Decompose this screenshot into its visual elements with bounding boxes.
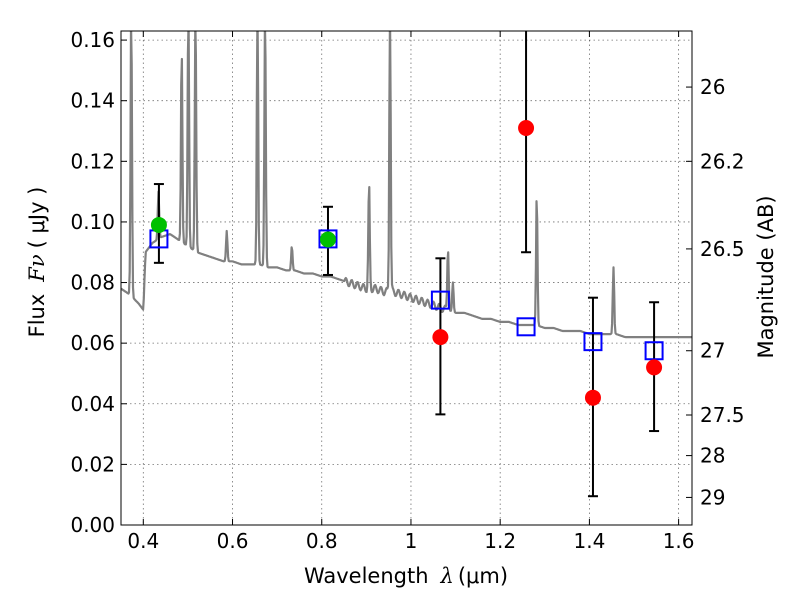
y-tick-label: 0.00 — [70, 513, 115, 537]
x-tick-label: 1.2 — [484, 529, 516, 553]
detection-point — [646, 359, 663, 376]
y-tick-label: 0.10 — [70, 210, 115, 234]
y-tick-label: 0.14 — [70, 89, 115, 113]
detection-point — [584, 389, 601, 406]
right-tick-label: 26.5 — [700, 237, 745, 261]
right-tick-label: 26 — [700, 75, 725, 99]
x-tick-label: 0.6 — [217, 529, 249, 553]
right-tick-label: 27 — [700, 339, 725, 363]
right-tick-label: 26.2 — [700, 149, 745, 173]
model-photometry-square — [583, 332, 603, 352]
detection-point — [518, 119, 535, 136]
axes: 0.4 0.6 0.8 1 1.2 1.4 1.6 0.00 0.02 0.04 0.06 0.08 0… — [70, 28, 744, 553]
right-tick-label: 29 — [700, 485, 725, 509]
y-tick-label: 0.02 — [70, 452, 115, 476]
x-tick-label: 0.8 — [306, 529, 338, 553]
y-tick-label: 0.12 — [70, 149, 115, 173]
y-axis-right-title: Magnitude (AB) — [754, 195, 778, 358]
y-axis-title: FluxFν( μJy ) — [25, 187, 49, 338]
model-photometry-square — [644, 341, 664, 361]
y-tick-label: 0.04 — [70, 392, 115, 416]
plot-area — [121, 31, 692, 498]
detection-point — [432, 329, 449, 346]
y-tick-label: 0.06 — [70, 331, 115, 355]
detection-point — [319, 231, 336, 248]
x-tick-label: 1.6 — [663, 529, 695, 553]
right-tick-label: 27.5 — [700, 403, 745, 427]
model-photometry-square — [516, 317, 536, 337]
x-tick-label: 0.4 — [127, 529, 159, 553]
y-tick-label: 0.08 — [70, 271, 115, 295]
x-tick-label: 1 — [405, 529, 418, 553]
plot-frame — [120, 30, 693, 526]
grid — [121, 31, 692, 525]
model-photometry-square — [430, 290, 450, 310]
x-axis-title: Wavelength λ (μm) — [304, 564, 508, 588]
y-tick-label: 0.16 — [70, 28, 115, 52]
right-tick-label: 28 — [700, 444, 725, 468]
x-tick-label: 1.4 — [573, 529, 605, 553]
detection-point — [150, 216, 167, 233]
